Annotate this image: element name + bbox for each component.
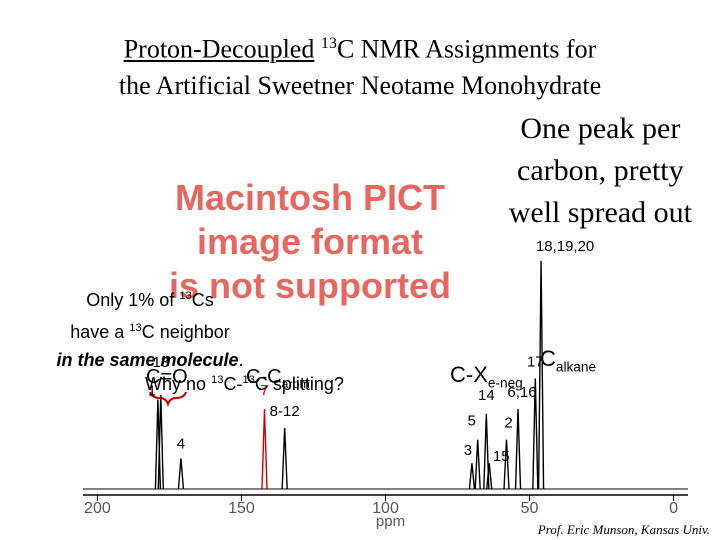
note-part: Only 1% of: [86, 290, 180, 310]
note-line: well spread out: [508, 196, 692, 229]
group-sub: e-neg: [487, 375, 523, 391]
peak: [468, 463, 476, 490]
peak-label: 5: [468, 413, 476, 430]
peak-label: 6,16: [507, 384, 536, 401]
peak-label: 14: [478, 387, 495, 404]
title-part: Proton-Decoupled: [123, 34, 315, 64]
peak-label: 1: [148, 383, 156, 400]
x-tick-label: 0: [669, 500, 678, 517]
note-part: C-: [223, 374, 243, 394]
title-sup: 13: [320, 35, 337, 52]
group-part: C: [540, 346, 556, 371]
x-tick-label: 150: [228, 500, 255, 517]
group-label: Calkane: [540, 346, 596, 374]
peak: [537, 261, 545, 490]
x-tick-label: 50: [521, 500, 539, 517]
title: Proton-Decoupled 13C NMR Assignments for…: [0, 26, 720, 104]
note-sup: 13: [211, 374, 224, 386]
x-tick-label: 100: [372, 500, 399, 517]
note-sup: 13: [179, 290, 192, 302]
peak: [514, 409, 522, 490]
peak: [281, 427, 288, 490]
note-sup: 13: [242, 374, 255, 386]
placeholder: Macintosh PICT image format is not suppo…: [110, 176, 510, 308]
peak: [157, 394, 164, 490]
note-part: C splitting?: [254, 374, 344, 394]
x-axis-label: ppm: [376, 513, 405, 530]
note-part: C neighbor: [141, 322, 230, 342]
x-tick-label: 200: [84, 500, 111, 517]
group-sub: arom: [281, 377, 310, 391]
note-line: One peak per: [520, 112, 681, 145]
note-part: have a: [70, 322, 130, 342]
peak-label: 3: [464, 442, 472, 459]
note-right: One peak per carbon, pretty well spread …: [509, 108, 692, 234]
placeholder-line: is not supported: [169, 265, 451, 306]
peak: [503, 439, 510, 490]
placeholder-line: Macintosh PICT: [174, 177, 446, 218]
brace: [149, 391, 187, 408]
peak: [177, 458, 185, 490]
peak: [474, 439, 481, 490]
group-label: C-Xe-neg: [450, 362, 523, 390]
title-line: the Artificial Sweetner Neotame Monohydr…: [118, 70, 602, 100]
peak-label: 8-12: [270, 403, 300, 420]
note-line: carbon, pretty: [517, 154, 684, 187]
peak-label: 13: [152, 354, 169, 371]
title-part: C NMR Assignments for: [336, 34, 597, 64]
peak: [261, 409, 268, 490]
note-sup: 13: [129, 322, 142, 334]
group-part: C-C: [246, 366, 282, 388]
peak-label: 7: [260, 382, 268, 399]
group-sub: alkane: [555, 359, 597, 375]
peak-label: 2: [504, 415, 512, 432]
group-label: C=O: [146, 366, 188, 388]
peak-label: 18,19,20: [536, 238, 594, 255]
group-label: C-Carom: [246, 366, 310, 391]
placeholder-line: image format: [196, 221, 424, 262]
credit: Prof. Eric Munson, Kansas Univ.: [537, 522, 710, 537]
note-emphasis: in the same molecule: [56, 350, 239, 370]
group-part: C-X: [450, 362, 488, 387]
peak: [483, 413, 490, 490]
note-left: Only 1% of 13Cs have a 13C neighbor in t…: [15, 282, 343, 394]
peak-label: 4: [177, 435, 185, 452]
note-part: .: [238, 350, 244, 370]
peak: [532, 378, 539, 490]
peak: [486, 463, 493, 490]
note-part: Why no: [145, 374, 212, 394]
note-part: Cs: [191, 290, 214, 310]
